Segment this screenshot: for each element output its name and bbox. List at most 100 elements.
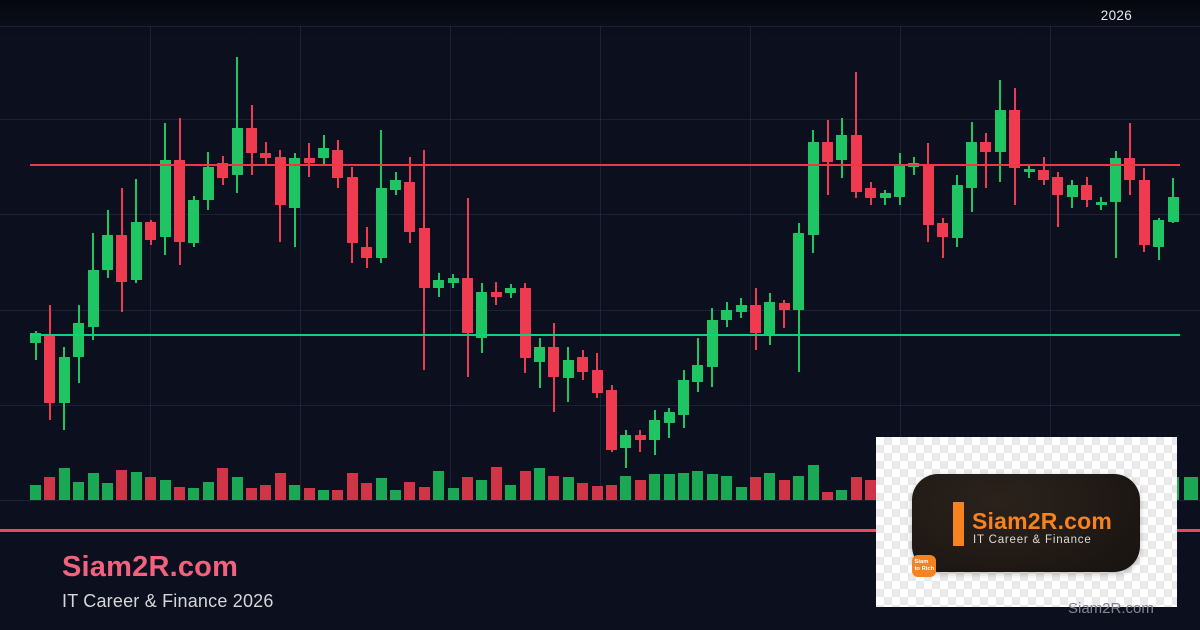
candle-up (1066, 185, 1078, 197)
gridline-vertical (150, 26, 151, 500)
volume-bar (807, 465, 819, 500)
volume-bar (447, 488, 459, 500)
volume-bar (793, 476, 805, 500)
logo-accent-bar-icon (953, 502, 964, 546)
candle-down (1052, 177, 1064, 195)
candle-down (750, 305, 761, 333)
badge-line-1: Siam (914, 559, 929, 565)
candle-down (260, 153, 272, 158)
candle-down (44, 335, 56, 403)
candle-up (620, 435, 632, 448)
candle-up (735, 305, 747, 312)
candle-down (634, 435, 646, 440)
watermark-text: Siam2R.com (1068, 600, 1154, 617)
volume-bar (145, 477, 157, 500)
volume-bar (58, 468, 70, 500)
candle-down (346, 177, 358, 243)
volume-bar (663, 474, 675, 500)
gridline-vertical (900, 26, 901, 500)
volume-bar (217, 468, 229, 500)
candle-up (102, 235, 113, 270)
candle-up (390, 180, 401, 190)
candle-down (274, 157, 286, 205)
volume-bar (822, 492, 833, 500)
volume-bar (706, 474, 718, 500)
volume-bar (490, 467, 502, 500)
volume-bar (721, 476, 733, 500)
candle-up (289, 158, 301, 208)
volume-bar (462, 477, 473, 500)
candle-up (1095, 202, 1107, 205)
candle-up (879, 193, 891, 198)
volume-bar (274, 473, 286, 500)
gridline-vertical (1050, 26, 1051, 500)
candle-up (793, 233, 805, 310)
candle-up (73, 323, 85, 357)
volume-bar (87, 473, 99, 500)
volume-bar (865, 480, 877, 500)
volume-bar (303, 488, 315, 500)
resistance-line (30, 164, 1180, 167)
candle-up (764, 302, 776, 335)
candle-down-wick (639, 430, 642, 452)
volume-bar (174, 487, 185, 500)
volume-bar (418, 487, 430, 500)
volume-bar (130, 472, 142, 500)
candle-up-wick (624, 430, 627, 468)
candle-down (490, 292, 502, 297)
volume-bar (562, 477, 574, 500)
candle-up-wick (668, 408, 671, 438)
volume-bar (649, 474, 661, 500)
volume-bar (836, 490, 848, 500)
candle-up (130, 222, 142, 280)
candle-down (778, 303, 790, 310)
candle-down (519, 288, 531, 358)
support-line (30, 334, 1180, 337)
candle-down (145, 222, 157, 240)
candle-up (159, 160, 171, 237)
candle-down (246, 128, 257, 153)
candle-up (678, 380, 689, 415)
candle-down (1081, 185, 1093, 200)
candle-up (1167, 197, 1179, 222)
candle-up (562, 360, 574, 378)
footer-accent-line (0, 529, 1200, 532)
gridline-horizontal (0, 405, 1200, 406)
volume-bar (102, 483, 113, 500)
candle-down (1009, 110, 1021, 168)
candle-up-wick (34, 331, 37, 360)
candle-up-wick (1114, 151, 1117, 258)
candle-up (534, 347, 545, 362)
candle-down (577, 357, 589, 372)
volume-bar (332, 490, 344, 500)
volume-bar (318, 490, 329, 500)
gridline-horizontal (0, 119, 1200, 120)
candle-down-wick (941, 218, 944, 258)
candle-down (303, 158, 315, 163)
volume-bar (390, 490, 401, 500)
candle-down (116, 235, 128, 282)
candle-up (894, 165, 905, 197)
candle-down (937, 223, 949, 237)
candle-down (1138, 180, 1150, 245)
candle-up (188, 200, 200, 243)
volume-bar (634, 480, 646, 500)
candle-down (1124, 158, 1136, 180)
candle-up (58, 357, 70, 403)
volume-bar (735, 487, 747, 500)
volume-bar (375, 478, 387, 500)
branding-block: Siam2R.com IT Career & Finance 2026 (62, 551, 274, 612)
candle-down (1038, 170, 1049, 180)
gridline-horizontal (0, 214, 1200, 215)
volume-bar (850, 477, 862, 500)
candle-up (1110, 158, 1121, 202)
candle-down (548, 347, 560, 377)
siam-to-rich-badge: Siam to Rich (911, 555, 936, 577)
candle-up (318, 148, 329, 158)
year-label: 2026 (1100, 8, 1132, 23)
volume-bar (159, 480, 171, 500)
candle-down (922, 165, 934, 225)
volume-bar (116, 470, 128, 500)
volume-bar (778, 480, 790, 500)
